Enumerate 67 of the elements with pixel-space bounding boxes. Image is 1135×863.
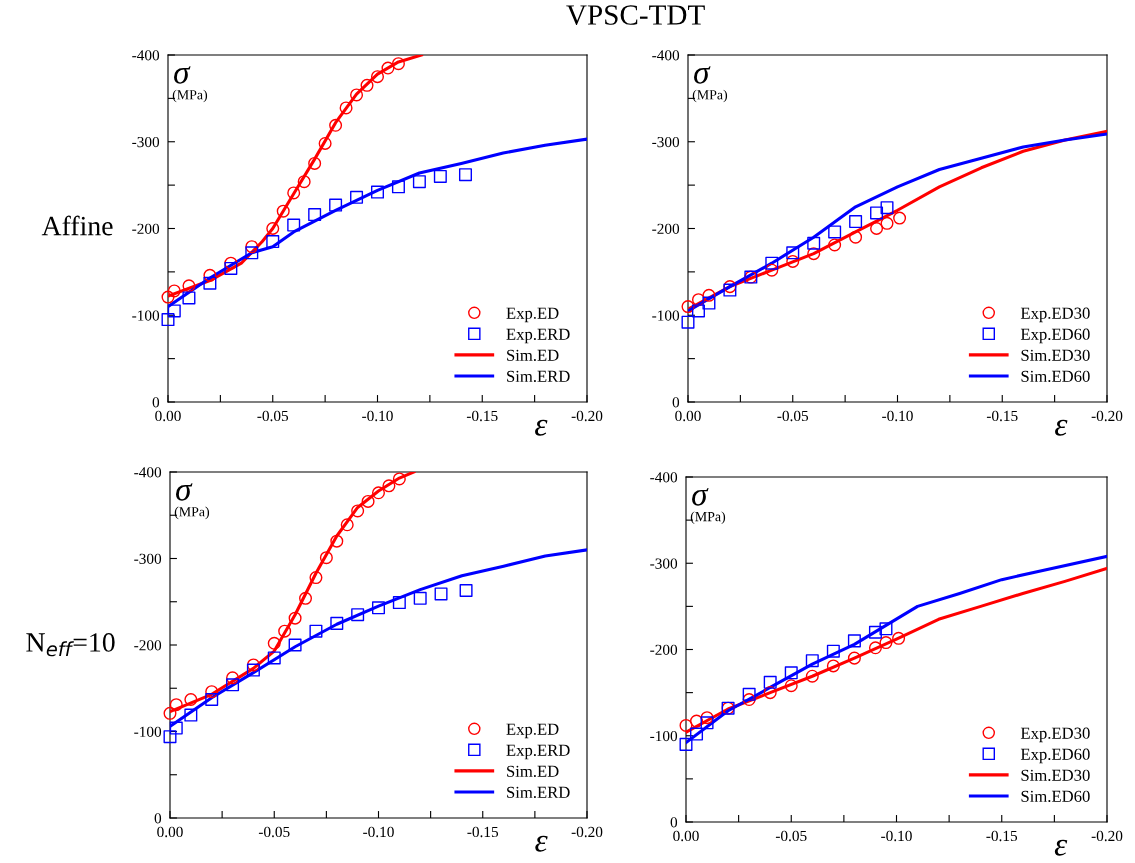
legend-label: Sim.ED30 [1021,349,1090,361]
x-axis-title: ε [535,835,548,852]
legend-label: Exp.ERD [506,744,570,760]
y-tick-label: -400 [134,467,162,478]
legend-label: Sim.ERD [507,786,570,799]
x-tick-label: -0.20 [1091,830,1123,842]
legend-label: Exp.ED [506,307,559,323]
y-tick-label: 0 [672,397,680,408]
x-tick-label: -0.10 [363,826,394,838]
text: N$_{eff}$=10 [26,633,115,657]
y-tick-label: -100 [650,730,678,742]
y-axis-title: σ (MPa) [690,488,726,525]
x-tick-label: -0.20 [571,410,603,422]
y-tick-label: -400 [652,50,680,61]
y-tick-label: -200 [132,223,160,234]
x-tick-label: -0.10 [882,410,913,422]
legend-label: Exp.ERD [506,328,570,344]
x-tick-label: -0.05 [775,830,807,842]
y-tick-label: -300 [652,136,680,148]
y-tick-label: 0 [152,397,160,408]
y-tick-label: -200 [650,644,678,655]
text: Affine [41,215,113,236]
x-tick-label: -0.05 [777,410,809,422]
x-tick-label: 0.00 [157,826,183,838]
x-tick-label: -0.15 [986,830,1018,842]
x-tick-label: -0.15 [986,410,1018,422]
x-axis-title: ε [1055,419,1068,436]
y-tick-label: -100 [132,310,160,321]
legend-label: Exp.ED [506,723,559,739]
x-tick-label: -0.20 [571,826,603,838]
legend-label: Exp.ED30 [1020,727,1090,743]
x-tick-label: -0.10 [881,830,912,842]
y-axis-title: σ (MPa) [174,483,210,520]
y-tick-label: 0 [670,817,678,828]
x-tick-label: 0.00 [673,830,699,842]
y-tick-label: 0 [154,813,162,824]
legend-label: Exp.ED60 [1020,748,1090,764]
legend-label: Sim.ED60 [1021,370,1090,383]
y-tick-label: -300 [132,136,160,148]
x-tick-label: -0.15 [466,410,498,422]
y-axis-title: σ (MPa) [172,66,208,103]
legend-label: Sim.ED [507,349,559,361]
y-tick-label: -400 [650,472,678,483]
x-axis-title: ε [535,419,548,436]
y-axis-title: σ (MPa) [692,66,728,103]
legend-label: Exp.ED30 [1020,307,1090,323]
x-tick-label: 0.00 [155,410,181,422]
y-tick-label: -100 [652,310,680,321]
x-axis-title: ε [1054,839,1068,856]
x-tick-label: -0.05 [257,410,289,422]
x-tick-label: -0.05 [258,826,290,838]
y-tick-label: -300 [650,558,678,569]
x-tick-label: 0.00 [675,410,701,422]
chart-title: VPSC-TDT [566,5,705,25]
x-tick-label: -0.20 [1091,410,1123,422]
y-tick-label: -100 [134,726,162,737]
x-tick-label: -0.10 [362,410,393,422]
y-tick-label: -200 [134,640,162,651]
x-tick-label: -0.15 [467,826,499,838]
legend-label: Sim.ERD [507,370,570,383]
y-tick-label: -300 [134,553,162,564]
legend-label: Exp.ED60 [1020,328,1090,344]
legend-label: Sim.ED [507,765,559,777]
legend-label: Sim.ED30 [1021,769,1090,781]
legend-label: Sim.ED60 [1021,790,1090,803]
y-tick-label: -200 [652,223,680,234]
y-tick-label: -400 [132,50,160,61]
